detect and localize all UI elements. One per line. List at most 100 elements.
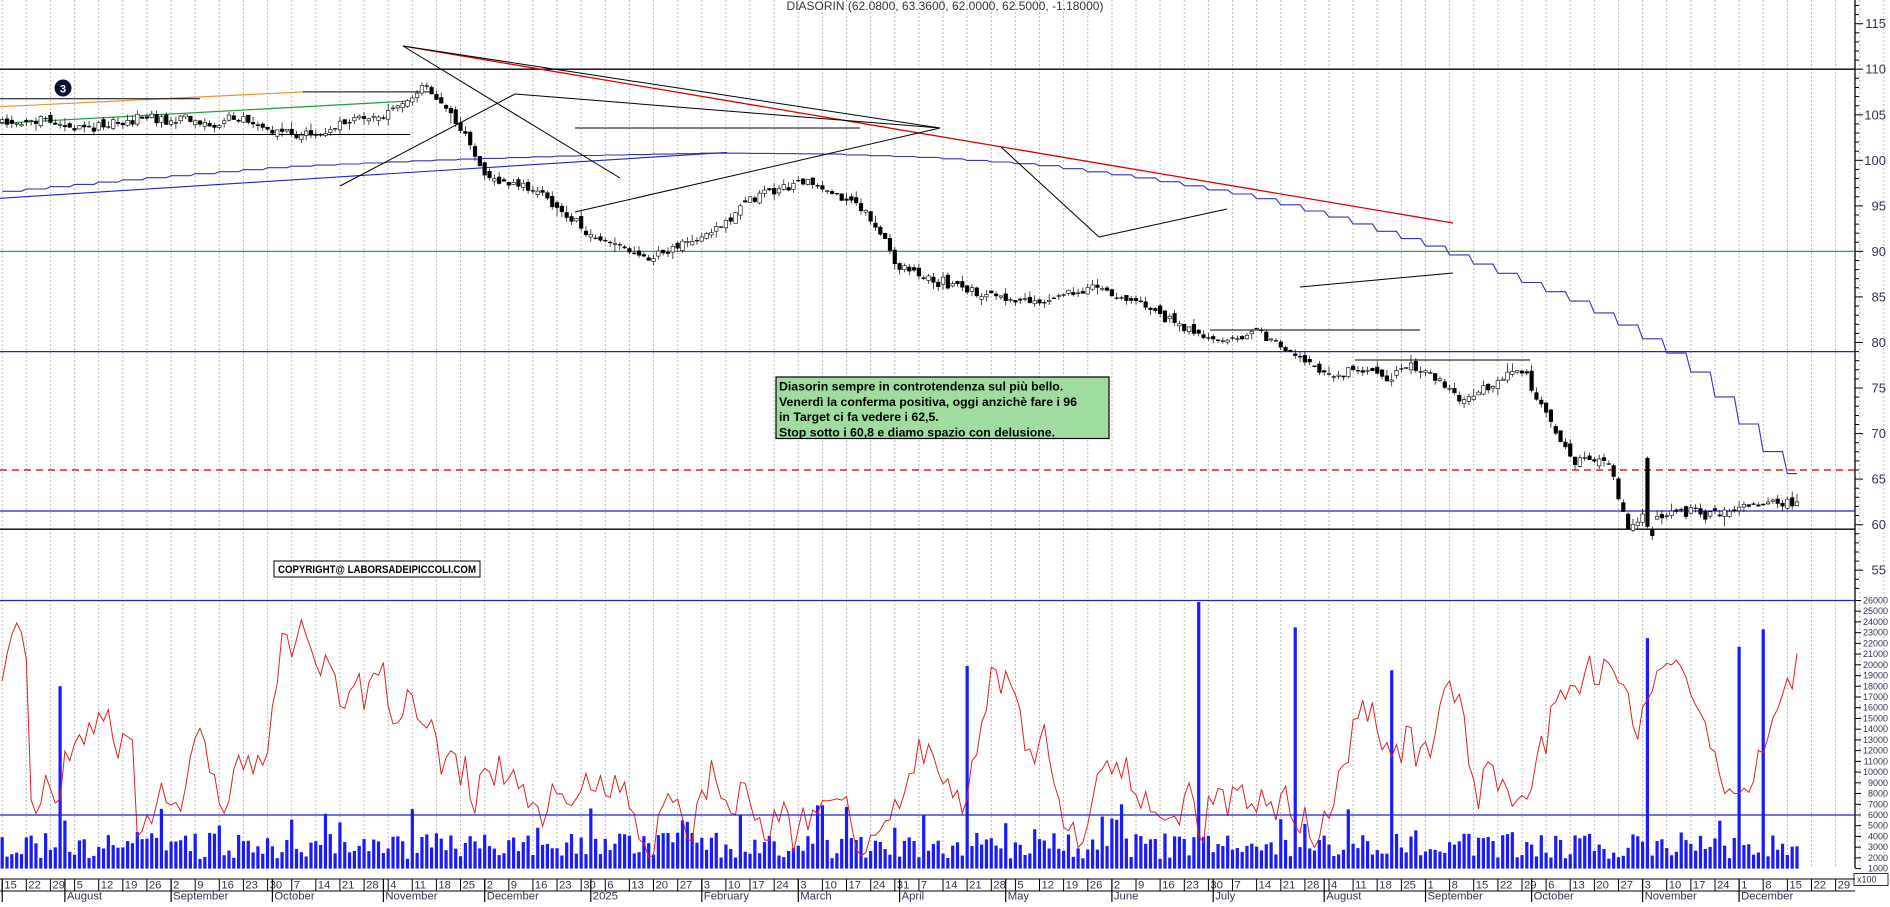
svg-text:95: 95 — [1872, 198, 1886, 213]
svg-text:November: November — [385, 891, 437, 902]
svg-text:21000: 21000 — [1863, 649, 1888, 659]
svg-text:November: November — [1645, 891, 1697, 902]
svg-text:105: 105 — [1864, 107, 1886, 122]
svg-text:16000: 16000 — [1863, 703, 1888, 713]
svg-text:COPYRIGHT@ LABORSADEIPICCOLI.C: COPYRIGHT@ LABORSADEIPICCOLI.COM — [278, 564, 476, 576]
svg-text:80: 80 — [1872, 335, 1886, 350]
svg-text:11000: 11000 — [1864, 756, 1888, 766]
svg-text:21: 21 — [969, 880, 982, 892]
svg-text:September: September — [173, 891, 228, 902]
svg-text:20: 20 — [1596, 880, 1609, 892]
svg-text:65: 65 — [1872, 472, 1886, 487]
svg-text:24: 24 — [776, 880, 789, 892]
svg-text:110: 110 — [1865, 62, 1886, 77]
svg-text:19000: 19000 — [1863, 671, 1888, 681]
svg-text:12: 12 — [101, 880, 114, 892]
svg-text:October: October — [274, 891, 314, 902]
svg-text:14: 14 — [1259, 880, 1272, 892]
svg-text:Diasorin sempre in controtende: Diasorin sempre in controtendenza sul pi… — [779, 380, 1063, 394]
svg-text:22: 22 — [28, 880, 41, 892]
svg-text:1000: 1000 — [1868, 864, 1888, 874]
svg-text:in Target ci fa vedere i 62,5.: in Target ci fa vedere i 62,5. — [779, 410, 939, 424]
svg-text:20: 20 — [656, 880, 669, 892]
svg-text:April: April — [902, 891, 925, 902]
svg-text:August: August — [1326, 891, 1362, 902]
svg-text:19: 19 — [1066, 880, 1079, 892]
svg-text:May: May — [1008, 891, 1030, 902]
svg-text:13: 13 — [631, 880, 644, 892]
svg-text:18: 18 — [1379, 880, 1392, 892]
svg-text:15: 15 — [4, 880, 17, 892]
svg-text:Stop sotto i 60,8 e diamo spaz: Stop sotto i 60,8 e diamo spazio con del… — [779, 425, 1055, 439]
svg-text:85: 85 — [1872, 289, 1886, 304]
svg-text:24: 24 — [1717, 880, 1730, 892]
svg-text:25: 25 — [463, 880, 476, 892]
svg-text:25: 25 — [1403, 880, 1416, 892]
svg-text:25000: 25000 — [1863, 606, 1888, 616]
svg-text:February: February — [704, 891, 750, 902]
svg-text:26: 26 — [1090, 880, 1103, 892]
svg-text:115: 115 — [1865, 16, 1886, 31]
svg-text:2000: 2000 — [1868, 853, 1888, 863]
svg-text:7000: 7000 — [1868, 799, 1888, 809]
svg-text:24: 24 — [873, 880, 886, 892]
svg-text:12000: 12000 — [1863, 746, 1888, 756]
svg-text:October: October — [1534, 891, 1574, 902]
svg-text:75: 75 — [1872, 381, 1886, 396]
svg-text:17: 17 — [849, 880, 862, 892]
svg-text:6000: 6000 — [1868, 810, 1888, 820]
svg-text:3: 3 — [60, 84, 66, 96]
svg-text:22: 22 — [1500, 880, 1513, 892]
svg-text:55: 55 — [1872, 563, 1886, 578]
svg-text:26000: 26000 — [1863, 596, 1888, 606]
svg-text:14: 14 — [318, 880, 331, 892]
svg-text:December: December — [487, 891, 539, 902]
svg-text:5000: 5000 — [1868, 821, 1888, 831]
svg-text:14000: 14000 — [1863, 724, 1888, 734]
svg-text:14: 14 — [945, 880, 958, 892]
svg-text:4000: 4000 — [1868, 831, 1888, 841]
svg-text:8000: 8000 — [1868, 789, 1888, 799]
svg-text:June: June — [1114, 891, 1139, 902]
svg-text:28: 28 — [993, 880, 1006, 892]
svg-text:DIASORIN (62.0800, 63.3600, 62: DIASORIN (62.0800, 63.3600, 62.0000, 62.… — [787, 0, 1104, 13]
svg-text:28: 28 — [1307, 880, 1320, 892]
svg-text:July: July — [1215, 891, 1235, 902]
svg-text:27: 27 — [1621, 880, 1634, 892]
svg-text:29: 29 — [52, 880, 65, 892]
svg-text:9: 9 — [1138, 880, 1144, 892]
svg-text:12: 12 — [1042, 880, 1055, 892]
svg-text:17: 17 — [752, 880, 765, 892]
svg-text:19: 19 — [125, 880, 138, 892]
svg-text:20000: 20000 — [1863, 660, 1888, 670]
svg-text:27: 27 — [680, 880, 693, 892]
svg-text:August: August — [67, 891, 103, 902]
svg-text:90: 90 — [1872, 244, 1886, 259]
svg-text:7: 7 — [1235, 880, 1241, 892]
svg-text:22: 22 — [1814, 880, 1827, 892]
svg-text:17000: 17000 — [1863, 692, 1888, 702]
svg-text:21: 21 — [1283, 880, 1296, 892]
svg-text:21: 21 — [342, 880, 355, 892]
svg-text:10000: 10000 — [1863, 767, 1888, 777]
svg-text:2025: 2025 — [593, 891, 618, 902]
svg-text:18000: 18000 — [1863, 681, 1888, 691]
svg-text:24000: 24000 — [1863, 617, 1888, 627]
svg-text:70: 70 — [1872, 426, 1886, 441]
svg-text:9000: 9000 — [1868, 778, 1888, 788]
svg-text:Venerdì la conferma positiva,: Venerdì la conferma positiva, oggi anzic… — [779, 395, 1077, 409]
svg-text:March: March — [800, 891, 831, 902]
svg-text:23000: 23000 — [1863, 628, 1888, 638]
svg-text:23: 23 — [1186, 880, 1199, 892]
svg-text:23: 23 — [559, 880, 572, 892]
svg-text:28: 28 — [366, 880, 379, 892]
svg-text:23: 23 — [245, 880, 258, 892]
svg-text:16: 16 — [1162, 880, 1175, 892]
svg-text:29: 29 — [1838, 880, 1851, 892]
svg-text:18: 18 — [438, 880, 451, 892]
svg-text:15000: 15000 — [1863, 714, 1888, 724]
svg-text:x100: x100 — [1857, 875, 1877, 885]
svg-text:December: December — [1741, 891, 1793, 902]
svg-text:September: September — [1428, 891, 1483, 902]
svg-text:13: 13 — [1572, 880, 1585, 892]
